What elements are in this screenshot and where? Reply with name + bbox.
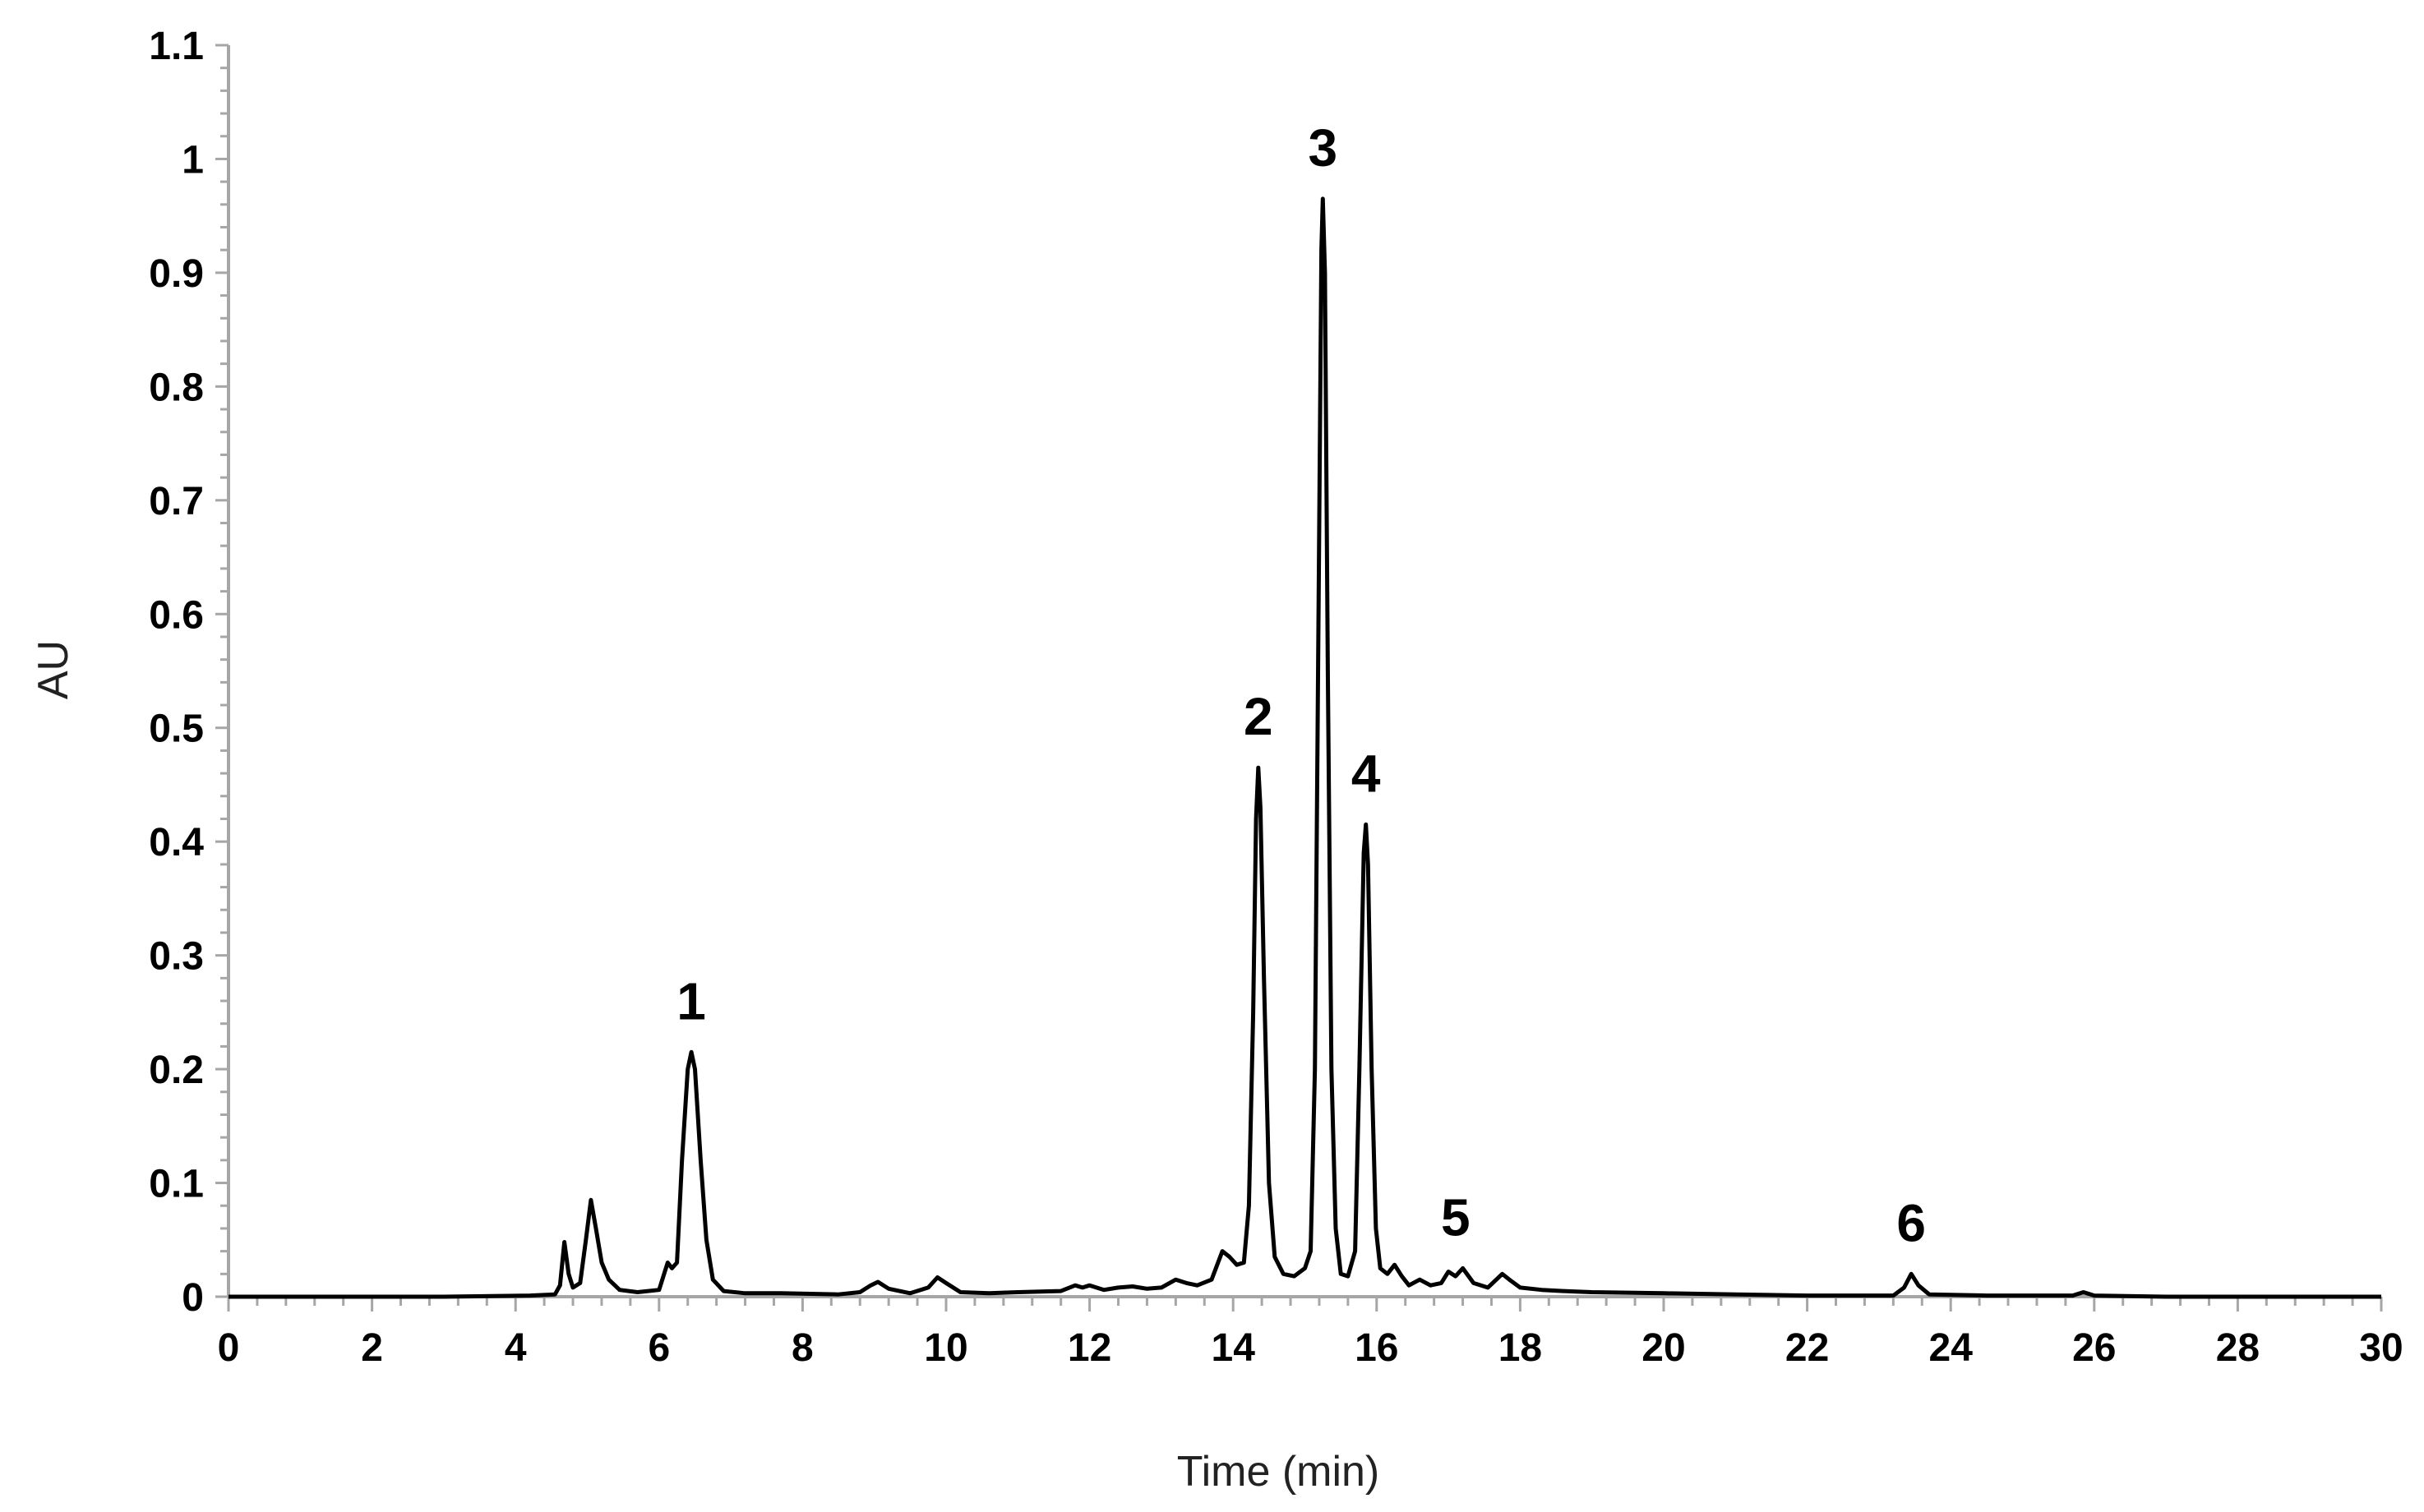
x-tick-label: 28 bbox=[2216, 1326, 2260, 1370]
x-axis: 0 2 4 6 8 10 12 14 16 18 20 22 24 26 28 30 bbox=[218, 1295, 2403, 1370]
x-tick-label: 16 bbox=[1355, 1326, 1398, 1370]
peak-label: 5 bbox=[1441, 1187, 1471, 1247]
x-tick-label: 6 bbox=[648, 1326, 670, 1370]
y-tick-label: 0.6 bbox=[149, 593, 204, 637]
peak-annotations: 1 2 3 4 5 6 bbox=[676, 118, 1926, 1252]
x-tick-label: 14 bbox=[1212, 1326, 1256, 1370]
x-tick-label: 10 bbox=[924, 1326, 967, 1370]
y-tick-label: 0.4 bbox=[149, 821, 204, 864]
y-tick-label: 0.1 bbox=[149, 1163, 204, 1206]
y-tick-label: 0.7 bbox=[149, 480, 204, 523]
y-tick-label: 0.2 bbox=[149, 1049, 204, 1092]
peak-label: 3 bbox=[1309, 118, 1338, 177]
peak-label: 4 bbox=[1351, 744, 1381, 803]
x-tick-label: 24 bbox=[1929, 1326, 1974, 1370]
x-tick-label: 2 bbox=[361, 1326, 383, 1370]
peak-label: 2 bbox=[1244, 687, 1273, 746]
x-tick-label: 26 bbox=[2072, 1326, 2116, 1370]
x-tick-label: 0 bbox=[218, 1326, 240, 1370]
y-tick-label: 0 bbox=[182, 1276, 204, 1320]
y-tick-label: 0.5 bbox=[149, 708, 204, 751]
peak-label: 6 bbox=[1896, 1193, 1926, 1252]
x-tick-label: 8 bbox=[792, 1326, 814, 1370]
y-tick-label: 1.1 bbox=[149, 25, 204, 68]
x-tick-label: 30 bbox=[2359, 1326, 2403, 1370]
x-tick-label: 4 bbox=[505, 1326, 527, 1370]
y-tick-label: 1 bbox=[182, 138, 204, 182]
y-axis: 0 0.1 0.2 0.3 0.4 0.5 0.6 0.7 0.8 0.9 1 1.1 bbox=[149, 25, 230, 1320]
x-axis-title: Time (min) bbox=[1177, 1448, 1380, 1496]
chromatogram-trace bbox=[229, 196, 2381, 1299]
y-tick-label: 0.9 bbox=[149, 252, 204, 296]
y-tick-label: 0.3 bbox=[149, 935, 204, 979]
x-tick-label: 18 bbox=[1498, 1326, 1542, 1370]
x-tick-label: 20 bbox=[1641, 1326, 1685, 1370]
x-tick-label: 12 bbox=[1068, 1326, 1111, 1370]
peak-label: 1 bbox=[676, 971, 706, 1030]
y-tick-label: 0.8 bbox=[149, 366, 204, 409]
x-tick-label: 22 bbox=[1785, 1326, 1829, 1370]
y-axis-title: AU bbox=[30, 640, 77, 699]
